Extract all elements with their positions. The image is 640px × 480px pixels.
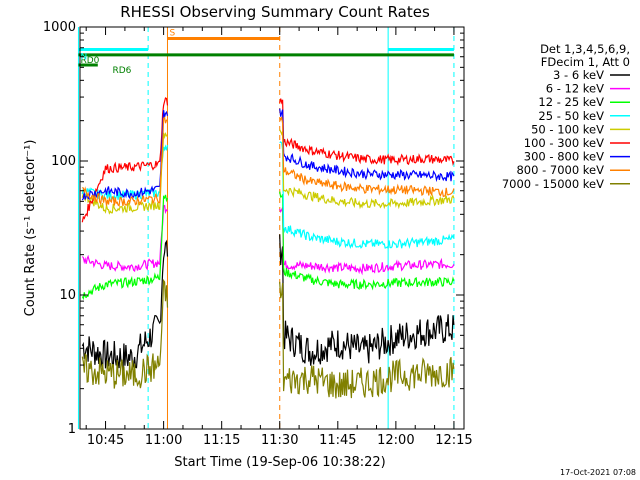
legend-label-2: 12 - 25 keV	[538, 95, 604, 109]
legend-label-6: 300 - 800 keV	[524, 150, 604, 164]
x-axis-label: Start Time (19-Sep-06 10:38:22)	[174, 455, 385, 470]
x-tick-label-4: 11:45	[319, 433, 356, 448]
annotation-label-4: S	[169, 29, 175, 39]
footer-date: 17-Oct-2021 07:08	[560, 468, 636, 477]
legend-label-5: 100 - 300 keV	[524, 136, 604, 150]
x-tick-label-5: 12:00	[377, 433, 414, 448]
plot-area: RD0 RD6 N S	[77, 27, 455, 429]
x-tick-label-6: 12:15	[435, 433, 472, 448]
series-line-2-part-0	[81, 194, 169, 301]
y-axis-label: Count Rate (s⁻¹ detector⁻¹)	[23, 140, 38, 317]
legend-label-4: 50 - 100 keV	[531, 122, 604, 136]
series-line-1-part-0	[81, 204, 168, 273]
legend-header-2: FDecim 1, Att 0	[541, 55, 630, 69]
axes: 10:45 11:00 11:15 11:30 11:45 12:00 12:15 1 10 10…	[43, 20, 473, 448]
series-line-7-part-0	[82, 116, 168, 207]
series-line-4-part-0	[81, 131, 168, 215]
legend-label-8: 7000 - 15000 keV	[502, 177, 604, 191]
legend-label-1: 6 - 12 keV	[546, 82, 604, 96]
series-line-0-part-0	[81, 239, 169, 371]
legend-label-3: 25 - 50 keV	[538, 109, 604, 123]
series-line-6-part-1	[279, 108, 455, 183]
series-line-4-part-1	[279, 129, 455, 210]
series-line-7-part-1	[279, 116, 455, 198]
legend-label-0: 3 - 6 keV	[553, 68, 604, 82]
series-line-8-part-1	[279, 281, 455, 399]
chart-title: RHESSI Observing Summary Count Rates	[120, 3, 430, 21]
x-tick-label-2: 11:15	[203, 433, 240, 448]
x-tick-label-0: 10:45	[87, 433, 124, 448]
series-line-1-part-1	[279, 207, 455, 276]
plot-frame	[79, 26, 465, 430]
annotation-label-0: RD0	[80, 56, 99, 66]
y-tick-label-1: 10	[59, 288, 76, 303]
series-line-0-part-1	[279, 234, 455, 366]
x-tick-label-1: 11:00	[145, 433, 182, 448]
series-line-3-part-1	[279, 141, 455, 250]
y-tick-label-2: 100	[51, 154, 76, 169]
x-tick-label-3: 11:30	[261, 433, 298, 448]
series-line-8-part-0	[81, 278, 169, 389]
legend-header-1: Det 1,3,4,5,6,9,	[540, 42, 630, 56]
series-line-6-part-0	[81, 110, 169, 201]
series-line-5-part-0	[81, 97, 169, 223]
annotation-label-1: RD6	[112, 66, 131, 76]
series-line-5-part-1	[279, 98, 455, 167]
annotation-label-2: N	[80, 52, 87, 62]
legend-label-7: 800 - 7000 keV	[516, 163, 604, 177]
y-tick-label-3: 1000	[43, 20, 76, 35]
series-line-2-part-1	[279, 191, 455, 291]
y-tick-label-0: 1	[68, 422, 76, 437]
